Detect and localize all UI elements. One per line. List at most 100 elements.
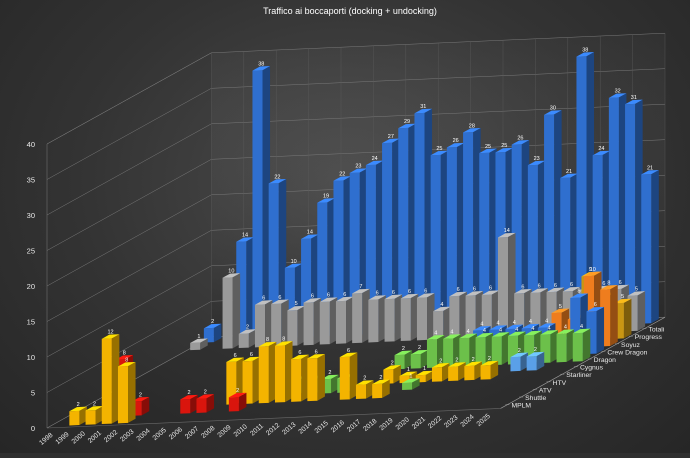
bar-value-label: 6 (327, 293, 330, 299)
bar-top (521, 323, 540, 329)
bar-value-label: 4 (450, 330, 453, 336)
bar-value-label: 4 (513, 320, 516, 326)
bar-front (226, 361, 237, 405)
bar-value-label: 4 (483, 328, 486, 334)
bar-side (128, 361, 136, 423)
bar-front (448, 366, 459, 382)
bar-front (271, 303, 282, 347)
bar-atv-2009: 8 (258, 337, 277, 404)
bar-side (602, 150, 611, 326)
bar-top (335, 296, 354, 302)
bar-top (641, 169, 659, 175)
bar-cygnus-2022: 2 (510, 348, 529, 372)
bar-top (544, 110, 562, 115)
bar-top (319, 297, 338, 302)
bar-side (453, 334, 461, 367)
bar-front (101, 338, 112, 425)
bar-side (420, 349, 429, 369)
bar-value-label: 2 (455, 358, 458, 364)
bar-value-label: 2 (93, 401, 96, 407)
bar-mplm-2001: 12 (101, 330, 120, 425)
bar-top (85, 405, 104, 411)
x-tick-label: 2009 (216, 424, 232, 439)
bar-side (537, 160, 546, 329)
bar-atv-2014: 6 (339, 348, 358, 400)
bar-value-label: 26 (453, 138, 459, 144)
bar-value-label: 4 (480, 321, 483, 327)
bar-top (352, 288, 370, 294)
bar-value-label: 38 (258, 61, 264, 67)
bar-value-label: 4 (580, 324, 583, 330)
bar-value-label: 27 (388, 134, 394, 140)
bar-side (469, 333, 477, 367)
bar-side (331, 374, 339, 394)
bar-value-label: 6 (347, 348, 350, 354)
bar-starliner-2021: 2 (480, 356, 499, 380)
bar-top (507, 331, 526, 337)
bar-value-label: 23 (534, 156, 540, 162)
y-tick-label: 25 (27, 247, 35, 256)
bar-side (521, 140, 530, 329)
bar-value-label: 2 (77, 402, 80, 408)
bar-front (464, 365, 475, 381)
bar-top (203, 323, 222, 329)
bar-top (464, 361, 482, 367)
y-tick-label: 10 (27, 353, 35, 362)
bar-top (426, 334, 445, 340)
bar-front (196, 398, 207, 413)
bar-top (399, 371, 418, 377)
bar-value-label: 4 (548, 325, 551, 331)
bar-front (69, 410, 80, 426)
bar-top (527, 160, 546, 166)
bar-top (537, 323, 556, 328)
bar-side (637, 291, 646, 331)
bar-top (321, 374, 339, 380)
depth-axis-label: Shuttle (525, 395, 546, 402)
bar-side (524, 288, 532, 336)
bar-top (254, 300, 273, 305)
bar-dragon-2015: 2 (410, 345, 429, 369)
bar-top (196, 394, 215, 399)
bar-value-label: 4 (440, 302, 443, 308)
y-tick-label: 35 (27, 176, 35, 185)
bar-value-label: 2 (363, 376, 366, 382)
bar-dragon-2025: 4 (572, 324, 591, 362)
x-tick-label: 2004 (135, 427, 151, 442)
bar-value-label: 4 (467, 329, 470, 335)
bar-side (491, 290, 500, 338)
depth-axis-label: Progress (635, 334, 663, 341)
bar-side (410, 293, 419, 341)
bar-top (180, 394, 198, 400)
bar-top (446, 142, 465, 148)
bar-value-label: 8 (266, 337, 269, 343)
bar-front (384, 298, 395, 342)
x-tick-label: 2006 (168, 426, 184, 441)
bar-front (608, 97, 619, 326)
bar-front (479, 152, 490, 331)
bar-side (404, 350, 413, 369)
bar-side (459, 291, 467, 339)
bar-side (79, 406, 87, 426)
bar-top (448, 362, 466, 367)
bar-value-label: 2 (439, 358, 442, 364)
bar-top (384, 294, 403, 300)
bar-dragon-2019: 4 (475, 328, 494, 366)
bar-front (190, 342, 201, 351)
bar-side (213, 323, 222, 343)
bar-top (303, 298, 322, 303)
bar-value-label: 8 (282, 336, 285, 342)
bar-value-label: 2 (188, 390, 191, 396)
bar-shuttle-2005: 2 (180, 390, 198, 414)
bar-totali-2025: 21 (641, 165, 659, 324)
bar-top (339, 352, 358, 358)
bar-top (608, 93, 627, 98)
bar-value-label: 2 (236, 388, 239, 394)
x-tick-label: 2022 (427, 415, 443, 430)
bar-value-label: 6 (298, 350, 301, 356)
x-tick-label: 2011 (249, 423, 265, 438)
bar-side (378, 295, 386, 343)
bar-value-label: 7 (359, 284, 362, 290)
bar-side (375, 160, 384, 336)
bar-totali-2010: 29 (398, 119, 416, 335)
